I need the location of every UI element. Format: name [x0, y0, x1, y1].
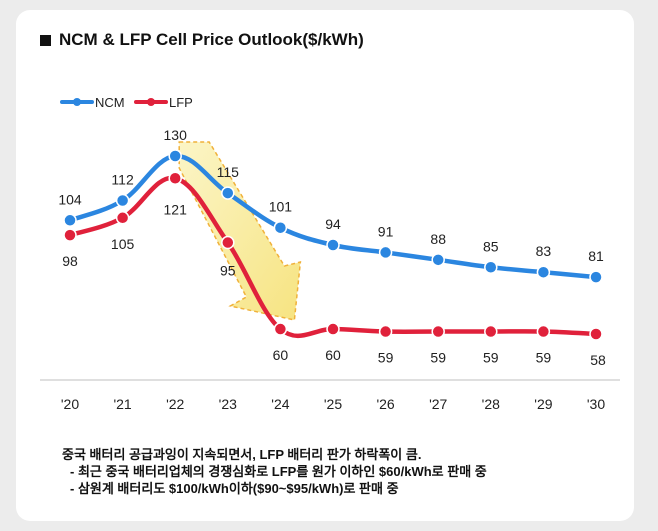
data-label-lfp: 59 — [536, 350, 552, 366]
data-label-lfp: 98 — [62, 253, 78, 269]
data-point-lfp — [115, 211, 130, 225]
data-point-lfp — [431, 324, 445, 339]
x-tick-label: '30 — [587, 396, 605, 412]
data-label-lfp: 60 — [273, 347, 289, 363]
x-tick-label: '27 — [429, 396, 447, 412]
data-point-lfp — [484, 324, 498, 339]
x-tick-label: '25 — [324, 396, 342, 412]
data-label-ncm: 101 — [269, 199, 293, 215]
notes-bullet-1: - 최근 중국 배터리업체의 경쟁심화로 LFP를 원가 이하인 $60/kWh… — [70, 464, 487, 479]
data-label-ncm: 112 — [111, 172, 134, 188]
data-point-ncm — [115, 193, 130, 208]
x-tick-label: '28 — [482, 396, 500, 412]
data-label-ncm: 115 — [217, 164, 240, 180]
chart-card — [16, 10, 634, 521]
data-label-lfp: 121 — [164, 201, 188, 217]
chart-title: NCM & LFP Cell Price Outlook($/kWh) — [40, 30, 364, 50]
data-point-ncm — [536, 265, 551, 279]
data-point-ncm — [589, 270, 603, 284]
x-tick-label: '26 — [376, 396, 394, 412]
data-label-ncm: 88 — [430, 231, 446, 247]
notes-main: 중국 배터리 공급과잉이 지속되면서, LFP 배터리 판가 하락폭이 큼. — [62, 447, 422, 462]
x-tick-label: '29 — [534, 396, 552, 412]
data-point-ncm — [221, 186, 235, 200]
data-point-lfp — [221, 235, 235, 250]
data-label-lfp: 59 — [378, 350, 394, 366]
data-point-ncm — [378, 245, 393, 260]
x-tick-label: '20 — [61, 396, 79, 412]
data-label-ncm: 104 — [58, 191, 82, 207]
data-point-lfp — [536, 324, 551, 339]
chart-notes: 중국 배터리 공급과잉이 지속되면서, LFP 배터리 판가 하락폭이 큼. -… — [62, 446, 487, 497]
title-bullet-square — [40, 34, 51, 46]
data-point-ncm — [168, 149, 182, 163]
data-point-lfp — [168, 171, 182, 185]
legend-label-lfp: LFP — [169, 95, 193, 110]
data-point-ncm — [273, 220, 288, 235]
data-label-ncm: 130 — [164, 127, 188, 143]
data-label-ncm: 91 — [378, 223, 394, 239]
notes-bullet-2: - 삼원계 배터리도 $100/kWh이하($90~$95/kWh)로 판매 중 — [70, 481, 399, 496]
data-label-lfp: 59 — [430, 350, 446, 366]
data-point-ncm — [326, 238, 340, 252]
data-point-ncm — [484, 260, 498, 274]
data-label-lfp: 60 — [325, 347, 341, 363]
data-label-ncm: 83 — [536, 243, 552, 259]
data-label-lfp: 59 — [483, 350, 499, 366]
chart-title-text: NCM & LFP Cell Price Outlook($/kWh) — [59, 30, 364, 49]
data-point-lfp — [378, 324, 393, 339]
series-line-lfp — [67, 175, 599, 339]
x-tick-label: '24 — [271, 396, 289, 412]
data-point-lfp — [63, 228, 77, 242]
data-point-ncm — [63, 213, 77, 228]
x-tick-label: '23 — [219, 396, 237, 412]
data-label-ncm: 81 — [588, 248, 604, 264]
legend-label-ncm: NCM — [95, 95, 125, 110]
data-label-ncm: 94 — [325, 216, 341, 232]
trend-arrow-annotation — [178, 141, 302, 321]
x-tick-label: '22 — [166, 396, 184, 412]
legend-marker-lfp — [147, 98, 155, 106]
data-point-ncm — [431, 253, 445, 267]
data-label-lfp: 95 — [220, 263, 236, 279]
legend-marker-ncm — [73, 98, 81, 106]
x-tick-label: '21 — [113, 396, 131, 412]
data-point-lfp — [273, 322, 288, 336]
data-point-lfp — [589, 327, 603, 341]
data-label-lfp: 58 — [590, 352, 606, 368]
data-label-ncm: 85 — [483, 238, 499, 254]
data-point-lfp — [326, 322, 340, 336]
data-label-lfp: 105 — [111, 236, 135, 252]
